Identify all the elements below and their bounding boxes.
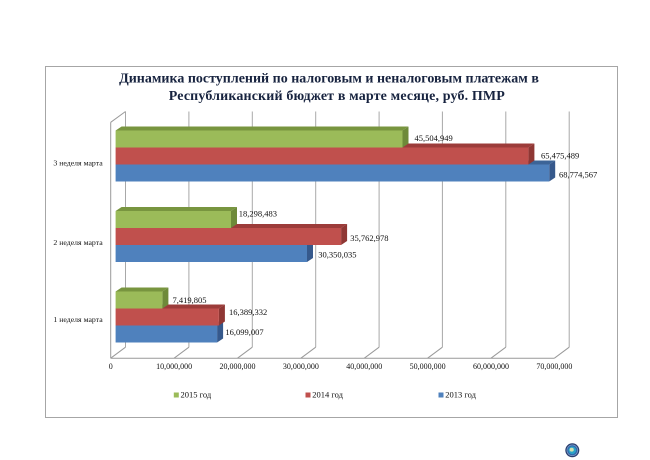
svg-text:1 неделя марта: 1 неделя марта [53, 315, 103, 324]
svg-text:2 неделя марта: 2 неделя марта [53, 238, 103, 247]
svg-text:2015 год: 2015 год [181, 390, 212, 400]
svg-text:45,504,949: 45,504,949 [415, 133, 453, 143]
svg-text:Динамика поступлений по налого: Динамика поступлений по налоговым и нена… [119, 72, 539, 87]
svg-text:30,000,000: 30,000,000 [283, 362, 319, 371]
svg-text:30,350,035: 30,350,035 [318, 250, 356, 260]
svg-text:60,000,000: 60,000,000 [473, 362, 509, 371]
svg-text:3 неделя марта: 3 неделя марта [53, 158, 103, 167]
svg-text:50,000,000: 50,000,000 [410, 362, 446, 371]
svg-text:40,000,000: 40,000,000 [346, 362, 382, 371]
svg-text:68,774,567: 68,774,567 [559, 169, 597, 179]
svg-text:65,475,489: 65,475,489 [541, 150, 579, 160]
svg-text:70,000,000: 70,000,000 [536, 362, 572, 371]
svg-text:2014 год: 2014 год [312, 390, 343, 400]
svg-text:16,389,332: 16,389,332 [229, 307, 267, 317]
svg-text:35,762,978: 35,762,978 [350, 233, 388, 243]
svg-text:20,000,000: 20,000,000 [220, 362, 256, 371]
svg-text:10,000,000: 10,000,000 [156, 362, 192, 371]
svg-text:0: 0 [109, 362, 113, 371]
svg-text:Республиканский бюджет в марте: Республиканский бюджет в марте месяце, р… [169, 89, 505, 104]
svg-text:16,099,007: 16,099,007 [225, 327, 263, 337]
svg-text:18,298,483: 18,298,483 [239, 208, 277, 218]
svg-text:2013 год: 2013 год [445, 390, 476, 400]
svg-text:7,419,805: 7,419,805 [173, 295, 207, 305]
